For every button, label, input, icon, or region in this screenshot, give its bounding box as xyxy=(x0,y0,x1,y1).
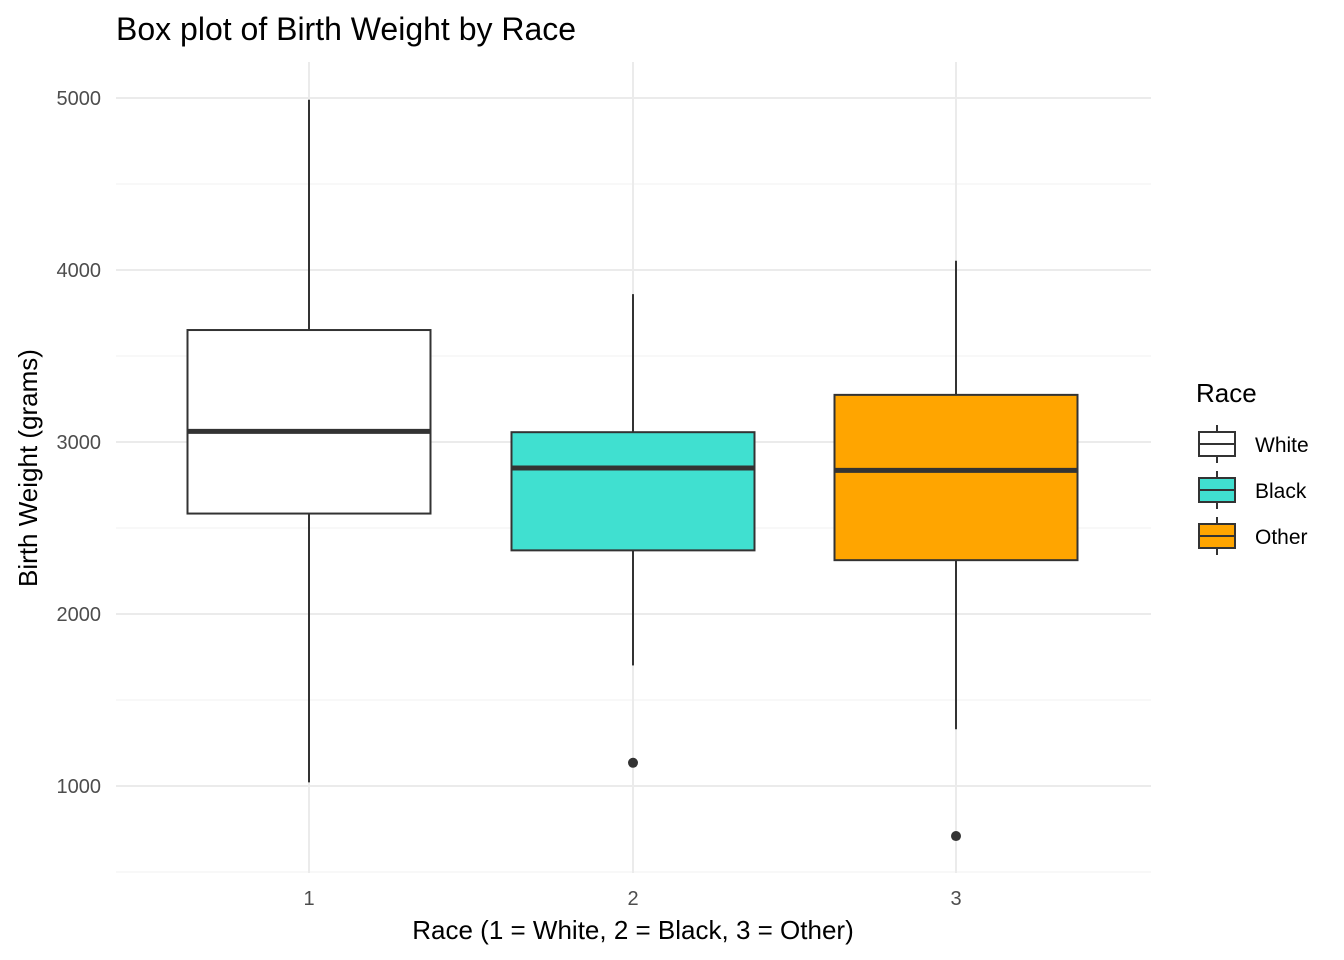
y-tick-label: 3000 xyxy=(57,432,102,454)
box-other xyxy=(833,260,1079,842)
y-tick-label: 4000 xyxy=(57,260,102,282)
y-axis-title: Birth Weight (grams) xyxy=(13,349,43,587)
legend: Race White Black Other xyxy=(1196,378,1309,555)
axis-ticks: 1000 2000 3000 4000 5000 1 2 3 xyxy=(57,88,962,910)
legend-item-black: Black xyxy=(1198,471,1307,509)
legend-item-other: Other xyxy=(1198,517,1308,555)
box-iqr xyxy=(186,329,432,515)
x-tick-label: 1 xyxy=(303,888,314,910)
y-tick-label: 5000 xyxy=(57,88,102,110)
x-axis-title: Race (1 = White, 2 = Black, 3 = Other) xyxy=(412,915,853,945)
legend-label: White xyxy=(1255,434,1309,457)
y-tick-label: 1000 xyxy=(57,776,102,798)
legend-title: Race xyxy=(1196,378,1257,408)
x-tick-label: 3 xyxy=(950,888,961,910)
box-white xyxy=(186,99,432,783)
legend-item-white: White xyxy=(1198,425,1309,463)
boxes xyxy=(186,99,1079,842)
chart-title: Box plot of Birth Weight by Race xyxy=(116,11,576,47)
outlier-point xyxy=(628,757,638,768)
box-iqr xyxy=(833,393,1079,562)
box-iqr xyxy=(510,431,756,552)
y-tick-label: 2000 xyxy=(57,604,102,626)
legend-label: Other xyxy=(1255,526,1308,549)
box-black xyxy=(510,294,756,768)
outlier-point xyxy=(951,831,961,842)
x-tick-label: 2 xyxy=(627,888,638,910)
legend-label: Black xyxy=(1255,480,1307,503)
